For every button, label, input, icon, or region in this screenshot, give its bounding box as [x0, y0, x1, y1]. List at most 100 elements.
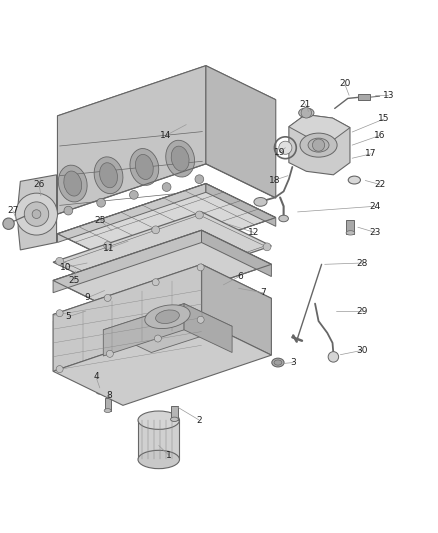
Ellipse shape	[171, 146, 189, 171]
Bar	[105, 398, 111, 411]
Text: 28: 28	[357, 259, 368, 268]
Ellipse shape	[99, 163, 117, 188]
Text: 1: 1	[166, 450, 172, 459]
Polygon shape	[53, 212, 272, 296]
Ellipse shape	[58, 165, 87, 202]
Text: 11: 11	[103, 244, 115, 253]
Polygon shape	[184, 304, 232, 352]
Text: 25: 25	[95, 216, 106, 225]
Circle shape	[152, 279, 159, 286]
Polygon shape	[201, 264, 272, 355]
Ellipse shape	[274, 360, 282, 365]
Circle shape	[24, 202, 49, 227]
Ellipse shape	[346, 231, 355, 235]
Circle shape	[195, 211, 203, 219]
Circle shape	[312, 139, 325, 151]
Circle shape	[104, 241, 112, 249]
Polygon shape	[53, 230, 272, 314]
Text: 18: 18	[269, 175, 281, 184]
Ellipse shape	[155, 310, 179, 324]
Circle shape	[104, 294, 111, 302]
Text: 3: 3	[290, 358, 296, 367]
Text: 7: 7	[260, 288, 265, 297]
Circle shape	[301, 108, 311, 118]
Polygon shape	[57, 66, 276, 149]
Text: 21: 21	[300, 100, 311, 109]
Circle shape	[279, 141, 292, 154]
Polygon shape	[289, 115, 350, 175]
Text: 27: 27	[7, 206, 18, 215]
Text: 12: 12	[248, 228, 260, 237]
Bar	[138, 420, 180, 459]
Ellipse shape	[96, 390, 103, 394]
Ellipse shape	[135, 155, 153, 180]
Polygon shape	[206, 66, 276, 198]
Circle shape	[15, 193, 57, 235]
Ellipse shape	[145, 305, 190, 328]
Polygon shape	[201, 230, 272, 277]
Circle shape	[328, 352, 339, 362]
Text: 9: 9	[84, 294, 90, 302]
Text: 4: 4	[93, 372, 99, 381]
Text: 29: 29	[357, 306, 368, 316]
Ellipse shape	[104, 409, 111, 413]
Ellipse shape	[308, 138, 329, 152]
Polygon shape	[57, 183, 276, 268]
Bar	[97, 381, 103, 393]
Circle shape	[197, 264, 204, 271]
Ellipse shape	[94, 157, 123, 193]
Circle shape	[167, 274, 175, 282]
Ellipse shape	[64, 171, 81, 196]
Text: 16: 16	[374, 131, 385, 140]
Text: 14: 14	[160, 131, 171, 140]
Ellipse shape	[299, 108, 314, 118]
Polygon shape	[18, 175, 57, 250]
Ellipse shape	[170, 417, 178, 422]
Polygon shape	[53, 230, 201, 293]
Polygon shape	[57, 66, 206, 214]
Text: 13: 13	[383, 91, 394, 100]
Ellipse shape	[138, 411, 180, 430]
Circle shape	[154, 335, 161, 342]
Text: 30: 30	[357, 346, 368, 355]
Ellipse shape	[348, 176, 360, 184]
Circle shape	[162, 183, 171, 191]
Circle shape	[195, 175, 204, 183]
Polygon shape	[103, 304, 184, 356]
Polygon shape	[57, 183, 206, 243]
Circle shape	[97, 198, 106, 207]
Text: 25: 25	[68, 276, 80, 285]
Circle shape	[197, 316, 204, 323]
Polygon shape	[103, 304, 232, 352]
Bar	[346, 220, 354, 234]
Circle shape	[56, 310, 63, 317]
Ellipse shape	[138, 450, 180, 469]
Circle shape	[106, 350, 113, 357]
Ellipse shape	[300, 133, 337, 157]
Text: 10: 10	[60, 263, 71, 272]
Text: 6: 6	[237, 272, 243, 280]
Text: 24: 24	[370, 202, 381, 211]
Text: 8: 8	[106, 391, 112, 400]
Ellipse shape	[272, 358, 284, 367]
Text: 5: 5	[66, 312, 71, 321]
Ellipse shape	[130, 149, 159, 185]
Polygon shape	[53, 321, 272, 405]
Circle shape	[130, 190, 138, 199]
Circle shape	[56, 257, 64, 265]
Ellipse shape	[166, 140, 194, 177]
Circle shape	[56, 366, 63, 373]
Text: 23: 23	[370, 228, 381, 237]
Text: 2: 2	[197, 416, 202, 425]
Text: 15: 15	[378, 115, 390, 124]
Polygon shape	[53, 264, 272, 349]
Text: 22: 22	[374, 180, 385, 189]
Text: 19: 19	[273, 148, 285, 157]
Text: 17: 17	[365, 149, 377, 158]
Circle shape	[64, 206, 73, 215]
Text: 26: 26	[33, 180, 45, 189]
Bar	[171, 406, 178, 420]
Ellipse shape	[254, 198, 267, 206]
Polygon shape	[206, 183, 276, 227]
Ellipse shape	[279, 215, 288, 222]
